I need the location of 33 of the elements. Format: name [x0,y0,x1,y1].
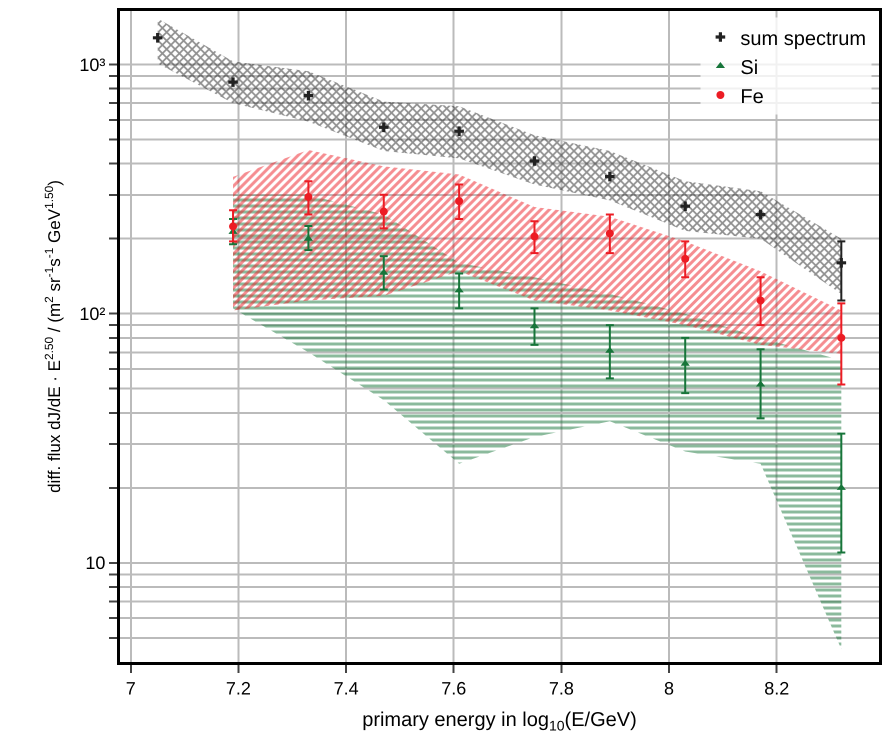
x-tick-label: 7 [126,678,136,699]
point [380,208,388,216]
point [455,197,464,206]
point [378,122,389,132]
point [756,296,765,304]
point [530,232,538,241]
y-tick-label: 10³ [79,54,106,75]
point [606,229,614,238]
x-axis-title: primary energy in log$_{10}$(E/GeV) [362,709,637,734]
point [229,222,238,230]
point [681,254,690,263]
legend-label: sum spectrum [740,28,866,50]
point [756,210,766,220]
point [152,33,162,43]
x-tick-label: 7.8 [548,678,574,699]
y-tick-label: 10 [85,553,106,574]
point [605,172,615,182]
point [530,156,540,166]
point [680,201,690,212]
point [836,258,846,268]
legend-label: Fe [740,86,764,108]
x-tick-label: 8.2 [764,678,790,699]
y-tick-label: 10² [79,304,106,324]
point [304,90,314,100]
x-tick-label: 8 [664,678,674,699]
x-tick-label: 7.6 [441,678,466,699]
point [228,77,238,87]
point [837,334,846,342]
x-tick-label: 7.2 [226,678,251,699]
legend-label: Si [740,56,758,79]
point [304,193,312,201]
point [454,126,464,136]
x-tick-label: 7.4 [334,678,359,699]
